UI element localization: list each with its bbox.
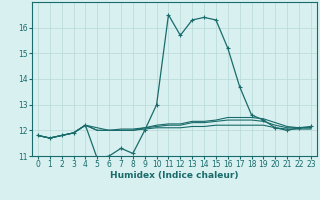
X-axis label: Humidex (Indice chaleur): Humidex (Indice chaleur) bbox=[110, 171, 239, 180]
